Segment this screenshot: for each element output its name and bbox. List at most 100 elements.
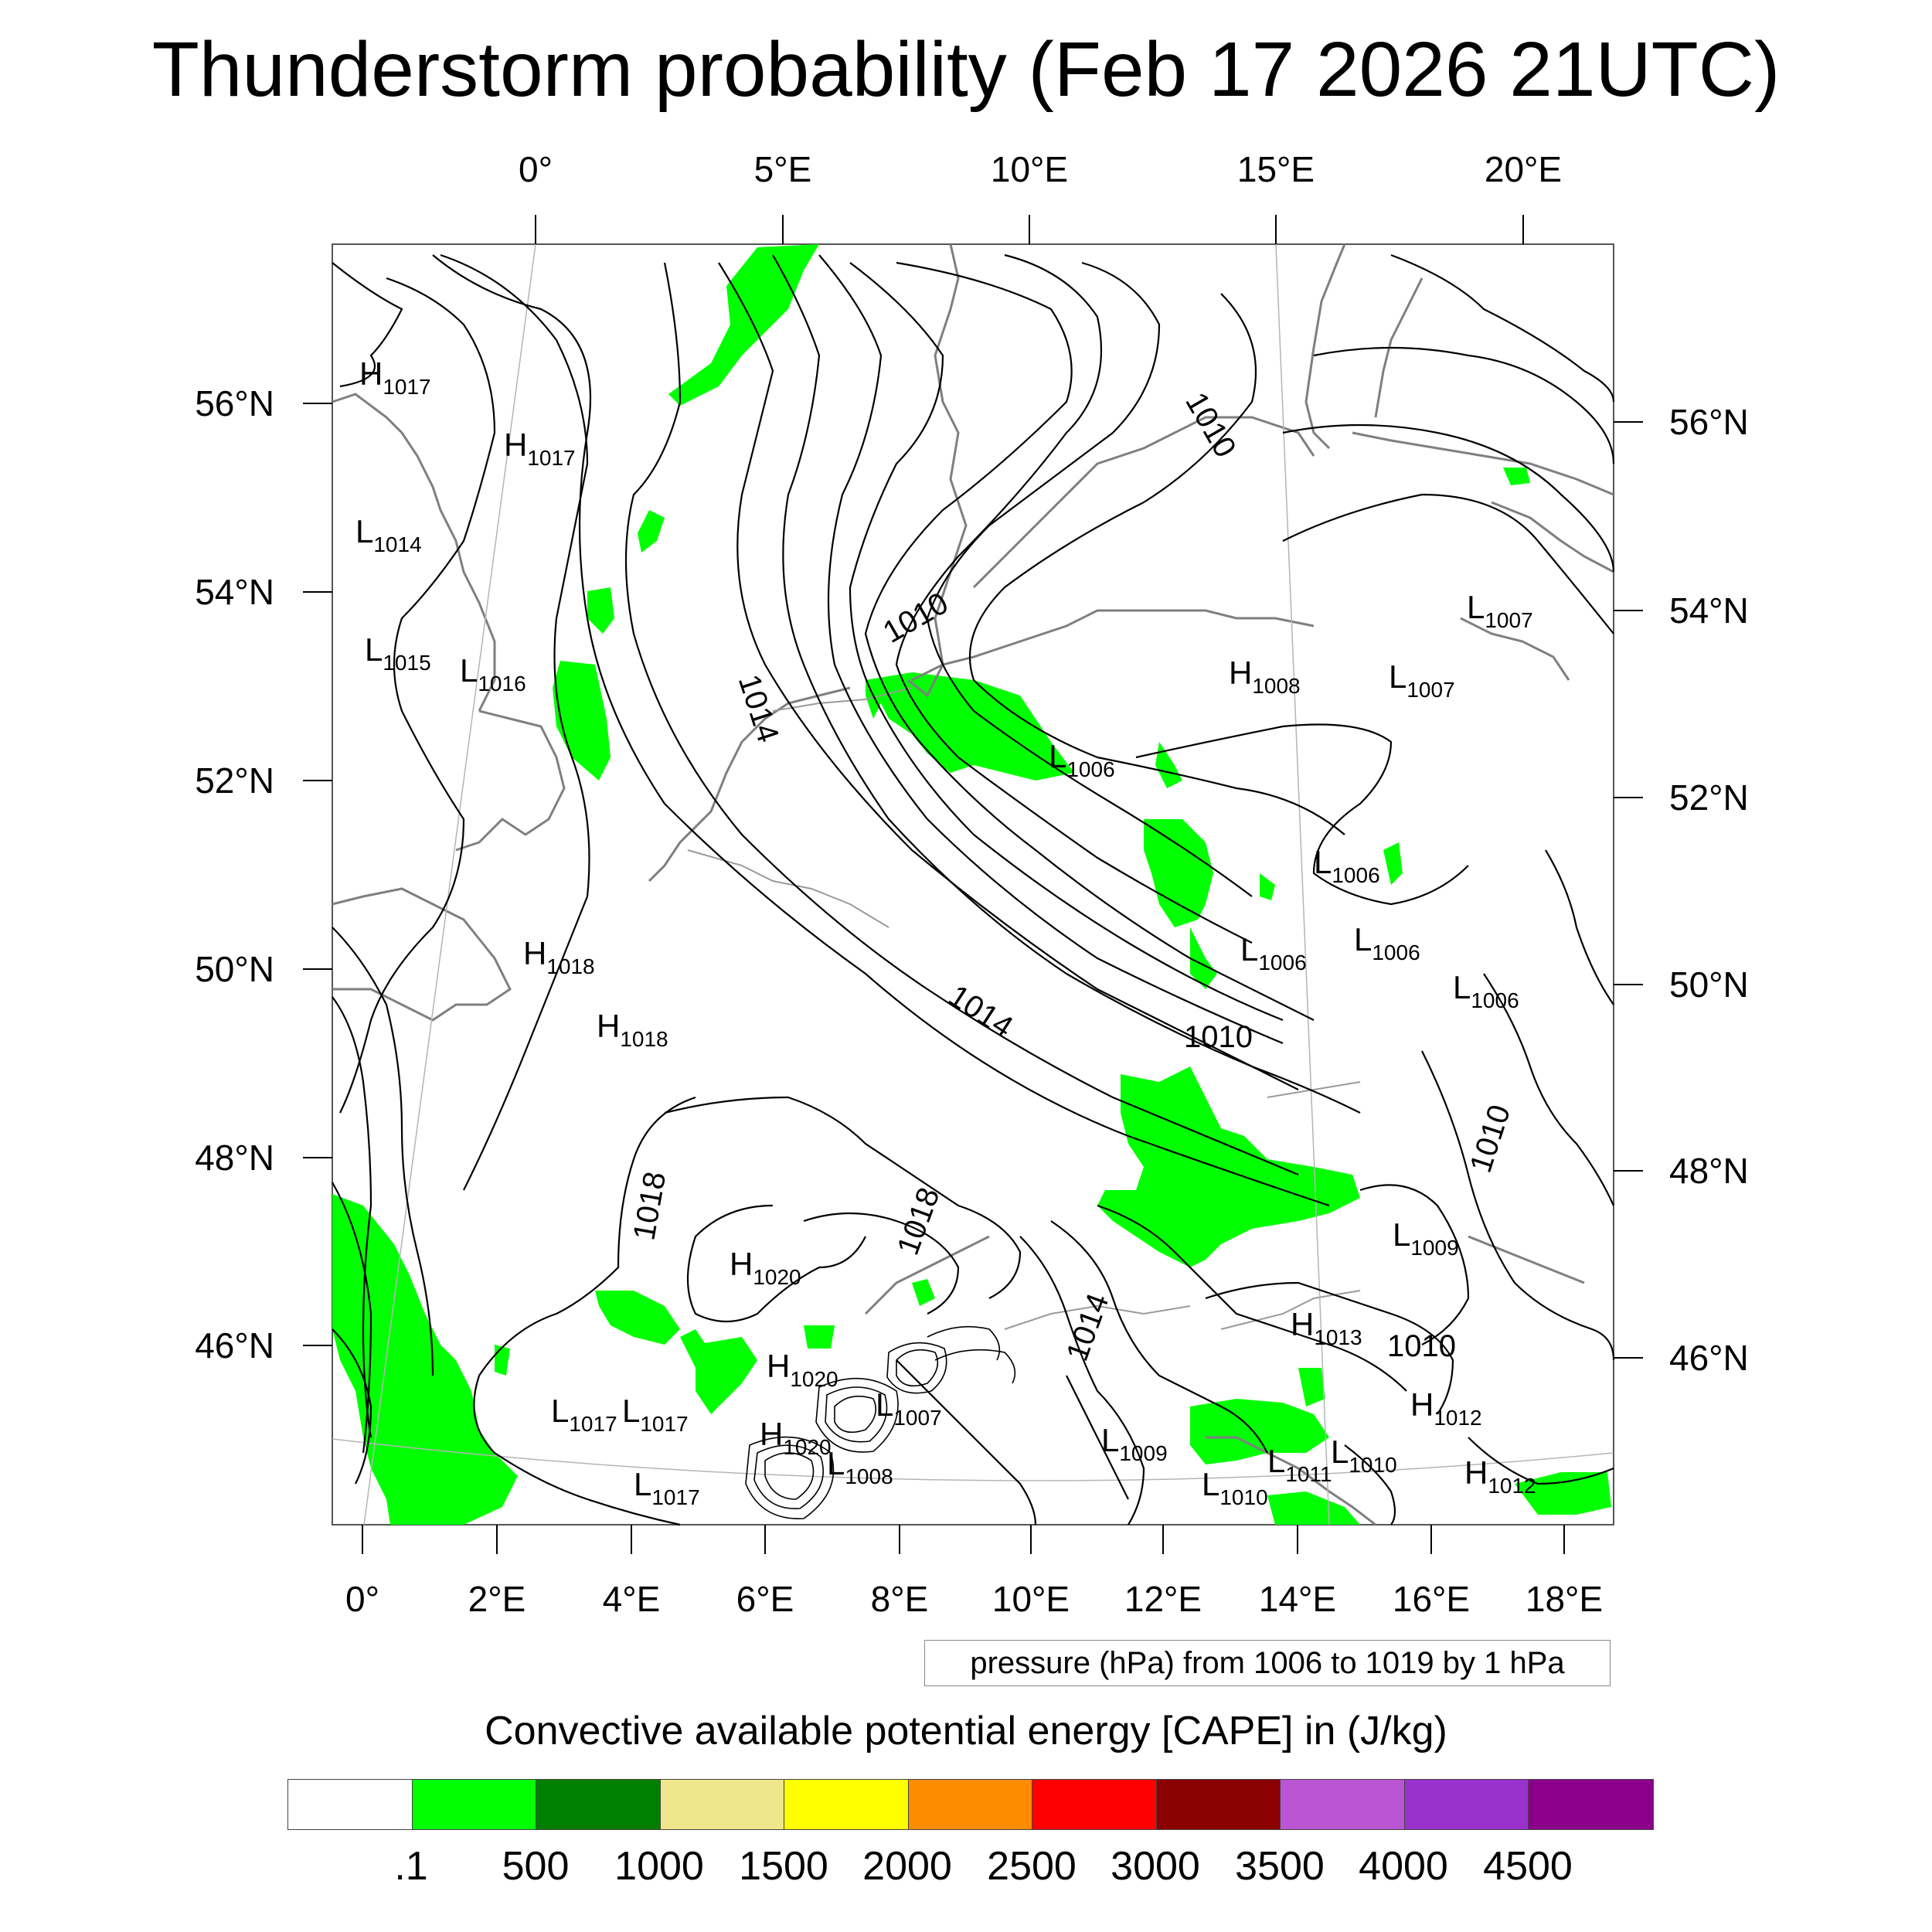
pressure-center: L1017 xyxy=(622,1393,689,1436)
pressure-center: L1007 xyxy=(876,1386,942,1430)
cape-area xyxy=(1515,1472,1611,1515)
cape-area xyxy=(804,1325,835,1349)
isobar xyxy=(849,262,1284,1022)
isobar xyxy=(825,1386,888,1443)
tick-label: 46°N xyxy=(195,1325,274,1366)
isobar xyxy=(332,996,372,1438)
colorbar-label: 3000 xyxy=(1111,1844,1200,1889)
colorbar-box xyxy=(1529,1780,1653,1829)
left-tick-labels: 56°N 54°N 52°N 50°N 48°N 46°N xyxy=(195,383,274,1366)
isobar xyxy=(1097,1204,1407,1392)
isobar xyxy=(1359,1184,1470,1345)
coastline xyxy=(911,609,1315,682)
coastline xyxy=(1374,277,1423,418)
isobar xyxy=(1019,1236,1145,1526)
tick-label: 15°E xyxy=(1237,149,1315,189)
tick-label: 5°E xyxy=(754,149,812,189)
coastline xyxy=(648,686,851,883)
isobar xyxy=(1135,723,1469,906)
isobar xyxy=(926,261,1253,897)
isobar xyxy=(772,254,1361,1114)
coastlines xyxy=(332,243,1614,1526)
tick-label: 54°N xyxy=(1669,590,1749,631)
isobar xyxy=(339,277,496,1114)
tick-label: 0° xyxy=(345,1579,379,1619)
coastline xyxy=(1468,1235,1585,1284)
pressure-center: L1006 xyxy=(1049,738,1115,781)
cape-area xyxy=(668,244,819,406)
country-borders xyxy=(687,687,1361,1330)
isobar xyxy=(624,262,1299,1176)
tick-label: 6°E xyxy=(736,1579,794,1619)
isobar xyxy=(1066,1375,1129,1500)
colorbar-box xyxy=(288,1780,413,1829)
cape-area xyxy=(332,1194,518,1525)
parallel-45n xyxy=(332,1438,1614,1481)
colorbar-box xyxy=(1032,1780,1157,1829)
top-axis xyxy=(535,215,1524,244)
tick-label: 48°N xyxy=(1669,1151,1749,1191)
cape-colorbar xyxy=(287,1779,1654,1830)
tick-label: 14°E xyxy=(1259,1579,1336,1619)
colorbar-box xyxy=(1281,1780,1405,1829)
coastline xyxy=(1206,1436,1376,1526)
isobar xyxy=(332,1328,372,1485)
coastline xyxy=(455,709,566,852)
pressure-center: L1006 xyxy=(1240,931,1307,975)
colorbar-label: 3500 xyxy=(1235,1844,1325,1889)
pressure-center: H1020 xyxy=(730,1246,801,1289)
graticule xyxy=(332,243,1614,1526)
tick-label: 56°N xyxy=(1669,402,1749,442)
tick-label: 10°E xyxy=(991,149,1068,189)
colorbar-box xyxy=(1404,1780,1529,1829)
colorbar-box xyxy=(1156,1780,1281,1829)
tick-label: 52°N xyxy=(1669,777,1749,818)
coastline xyxy=(332,393,496,712)
cape-area xyxy=(595,1291,680,1345)
pressure-center: L1009 xyxy=(1393,1216,1459,1260)
colorbar-label: 2000 xyxy=(862,1844,952,1889)
cape-shading xyxy=(332,244,1611,1525)
isobar xyxy=(1545,849,1614,1005)
isobar xyxy=(1282,493,1614,634)
isobar xyxy=(718,262,1299,1090)
isobar xyxy=(432,254,1330,1207)
isobar xyxy=(664,1096,1022,1299)
coastline xyxy=(864,1235,990,1315)
isobar xyxy=(834,1395,877,1434)
colorbar-label: 1000 xyxy=(614,1844,704,1889)
isobar xyxy=(686,1204,866,1323)
isobar xyxy=(886,1342,947,1394)
pressure-center: L1014 xyxy=(355,513,422,556)
colorbar-box xyxy=(412,1780,536,1829)
isobar xyxy=(332,927,434,1376)
isobar xyxy=(895,253,1253,944)
pressure-center: L1015 xyxy=(365,631,431,675)
pressure-centers: H1017 H1017 L1014 L1015 L1016 H1018 H101… xyxy=(355,355,1536,1509)
coastline xyxy=(1304,243,1346,450)
isobar xyxy=(764,1452,815,1500)
tick-label: 50°N xyxy=(1669,964,1749,1005)
cape-area xyxy=(1260,873,1275,900)
tick-label: 54°N xyxy=(195,572,274,612)
tick-label: 10°E xyxy=(992,1579,1070,1619)
colorbar-label: 4500 xyxy=(1483,1844,1573,1889)
tick-label: 4°E xyxy=(603,1579,661,1619)
isobar xyxy=(803,1212,960,1315)
pressure-center: L1016 xyxy=(460,652,526,696)
pressure-center: H1012 xyxy=(1464,1454,1536,1498)
colorbar-label: 500 xyxy=(502,1844,570,1889)
tick-label: 46°N xyxy=(1669,1338,1749,1378)
bottom-tick-labels: 0° 2°E 4°E 6°E 8°E 10°E 12°E 14°E 16°E 1… xyxy=(345,1579,1603,1619)
pressure-center: H1013 xyxy=(1291,1306,1362,1349)
pressure-center: H1012 xyxy=(1410,1386,1482,1430)
tick-label: 2°E xyxy=(468,1579,526,1619)
cape-area xyxy=(912,1279,935,1306)
pressure-center: H1008 xyxy=(1229,655,1301,698)
pressure-center: L1006 xyxy=(1314,844,1380,887)
colorbar-title: Convective available potential energy [C… xyxy=(485,1709,1447,1753)
cape-area xyxy=(866,672,1074,781)
pressure-center: L1017 xyxy=(551,1393,617,1436)
cape-area xyxy=(386,1492,433,1525)
